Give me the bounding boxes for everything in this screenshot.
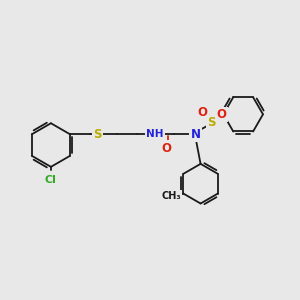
Text: Cl: Cl [45,175,57,185]
Text: O: O [198,106,208,119]
Text: N: N [190,128,201,141]
Text: O: O [161,142,171,154]
Text: S: S [207,116,216,129]
Text: NH: NH [146,129,164,139]
Text: CH₃: CH₃ [162,190,181,201]
Text: S: S [93,128,102,141]
Text: O: O [216,108,226,121]
